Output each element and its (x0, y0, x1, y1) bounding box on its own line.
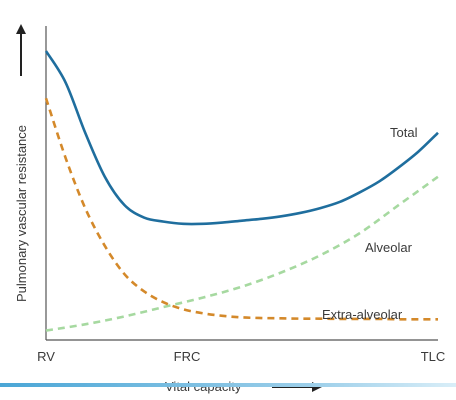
x-tick-label-tlc: TLC (421, 349, 446, 364)
x-tick-label-frc: FRC (174, 349, 201, 364)
series-label-total: Total (390, 125, 418, 140)
series-label-alveolar: Alveolar (365, 240, 413, 255)
x-tick-label-rv: RV (37, 349, 55, 364)
y-axis-arrow-icon (16, 24, 26, 76)
y-axis-title: Pulmonary vascular resistance (14, 125, 29, 302)
series-layer (44, 50, 439, 332)
series-line-extra-alveolar (44, 97, 438, 321)
bottom-accent-rule (0, 383, 456, 387)
series-label-extra-alveolar: Extra-alveolar (322, 307, 403, 322)
series-line-total (44, 50, 439, 226)
